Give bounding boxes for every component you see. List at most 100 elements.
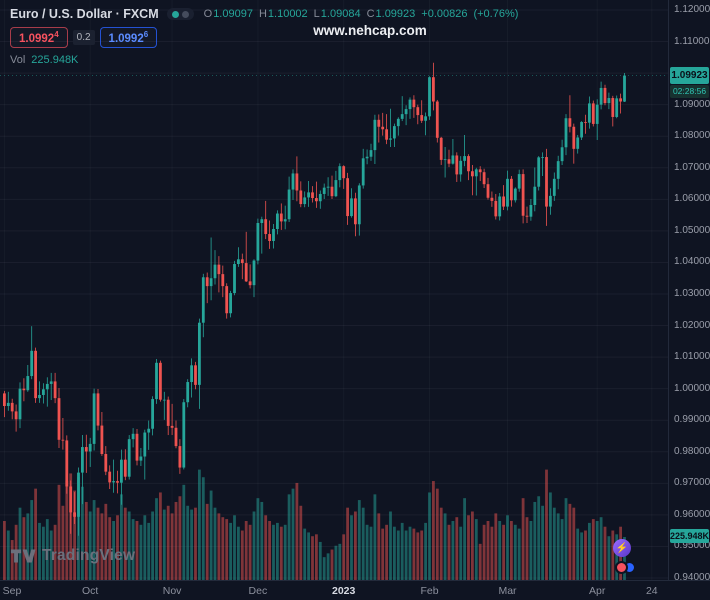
volume-bar (513, 524, 517, 580)
candle-body (42, 389, 45, 395)
market-status-indicator[interactable] (166, 8, 194, 20)
candle-body (14, 411, 18, 420)
candle-body (205, 277, 209, 287)
volume-bar (155, 498, 158, 580)
volume-bar (198, 469, 201, 580)
volume-bar (404, 530, 408, 580)
volume-bar (213, 507, 217, 580)
candle-body (69, 486, 73, 513)
candle-body (299, 190, 303, 205)
candle-body (96, 393, 100, 426)
candle-body (244, 263, 248, 282)
volume-bar (361, 507, 365, 580)
candle-body (217, 264, 221, 275)
volume-bar (221, 517, 225, 580)
buy-button[interactable]: 1.09926 (99, 27, 158, 48)
price-tick-label: 0.98000 (674, 445, 710, 457)
chart-legend: Euro / U.S. Dollar · FXCM O1.09097 H1.10… (10, 7, 518, 66)
volume-bar (416, 532, 420, 580)
volume-bar (326, 553, 330, 580)
volume-bar (45, 519, 49, 580)
volume-bar (92, 500, 96, 580)
candle-body (416, 107, 420, 116)
candle-body (490, 197, 494, 201)
tradingview-wordmark: TradingView (42, 547, 136, 564)
volume-bar (603, 526, 607, 580)
candle-body (92, 393, 96, 444)
tradingview-logo[interactable]: TradingView (10, 547, 135, 565)
volume-bar (143, 515, 147, 580)
candle-body (342, 166, 346, 179)
candle-body (248, 281, 252, 286)
spread-value: 0.2 (72, 29, 95, 45)
volume-bar (229, 522, 232, 580)
volume-bar (420, 530, 424, 580)
volume-bar (568, 503, 572, 580)
volume-bar (260, 501, 264, 580)
candle-body (350, 198, 353, 217)
volume-bar (38, 522, 41, 580)
candle-body (623, 75, 626, 102)
candlestick-chart (0, 9, 668, 580)
candle-body (322, 187, 326, 194)
volume-bar (428, 492, 431, 580)
candle-body (455, 155, 459, 175)
candle-body (174, 427, 178, 447)
volume-bar (439, 507, 443, 580)
candle-body (564, 118, 568, 148)
boost-button[interactable]: ⚡ (613, 539, 631, 557)
candle-body (143, 432, 147, 457)
candle-body (268, 234, 271, 241)
sell-pip-sup: 4 (54, 30, 59, 39)
volume-bar (159, 492, 162, 580)
volume-bar (116, 515, 119, 580)
change-value: +0.00826 (421, 8, 468, 20)
volume-bar (127, 511, 131, 580)
volume-bar (435, 488, 439, 580)
candle-body (45, 383, 49, 390)
volume-bar (186, 505, 190, 580)
ohlc-values: O1.09097 H1.10002 L1.09084 C1.09923 +0.0… (204, 8, 519, 20)
candle-body (521, 174, 525, 216)
price-scale[interactable]: 1.12000 1.11000 1.09000 1.08000 1.07000 1.060… (668, 0, 710, 583)
chart-pane[interactable]: www.nehcap.com Euro / U.S. Dollar · FXCM… (0, 0, 668, 580)
reactions-indicator[interactable] (615, 561, 636, 574)
candle-body (502, 196, 505, 207)
sell-button[interactable]: 1.09924 (10, 27, 68, 48)
volume-bar (494, 513, 498, 580)
volume-bar (147, 522, 151, 580)
high-label: H (258, 8, 267, 20)
volume-bar (408, 526, 412, 580)
candle-body (131, 433, 135, 440)
candle-body (151, 399, 154, 429)
volume-axis-badge: 225.948K (670, 528, 710, 543)
price-tick-label: 1.05000 (674, 224, 710, 236)
volume-bar (299, 505, 303, 580)
candle-body (315, 198, 318, 202)
low-value: 1.09084 (320, 8, 361, 20)
candle-body (283, 219, 287, 222)
volume-bar (84, 501, 88, 580)
candle-body (556, 161, 560, 179)
candle-body (209, 278, 213, 287)
time-tick-label: Oct (82, 585, 99, 597)
volume-bar (447, 524, 451, 580)
volume-bar (162, 509, 166, 580)
candle-body (346, 178, 349, 217)
price-tick-label: 1.12000 (674, 4, 710, 15)
volume-value: 225.948K (31, 53, 79, 66)
candle-body (291, 173, 295, 190)
price-tick-label: 1.02000 (674, 319, 710, 331)
symbol-title[interactable]: Euro / U.S. Dollar · FXCM (10, 7, 159, 21)
candle-body (439, 137, 443, 160)
volume-bar (412, 528, 416, 580)
volume-label: Vol (10, 53, 26, 66)
candle-body (49, 381, 53, 384)
volume-bar (139, 524, 143, 580)
volume-bar (381, 528, 385, 580)
candle-body (443, 159, 447, 161)
volume-bar (334, 545, 338, 580)
candle-body (393, 126, 396, 139)
time-scale[interactable]: Sep Oct Nov Dec 2023 Feb Mar Apr 24 (0, 580, 710, 600)
